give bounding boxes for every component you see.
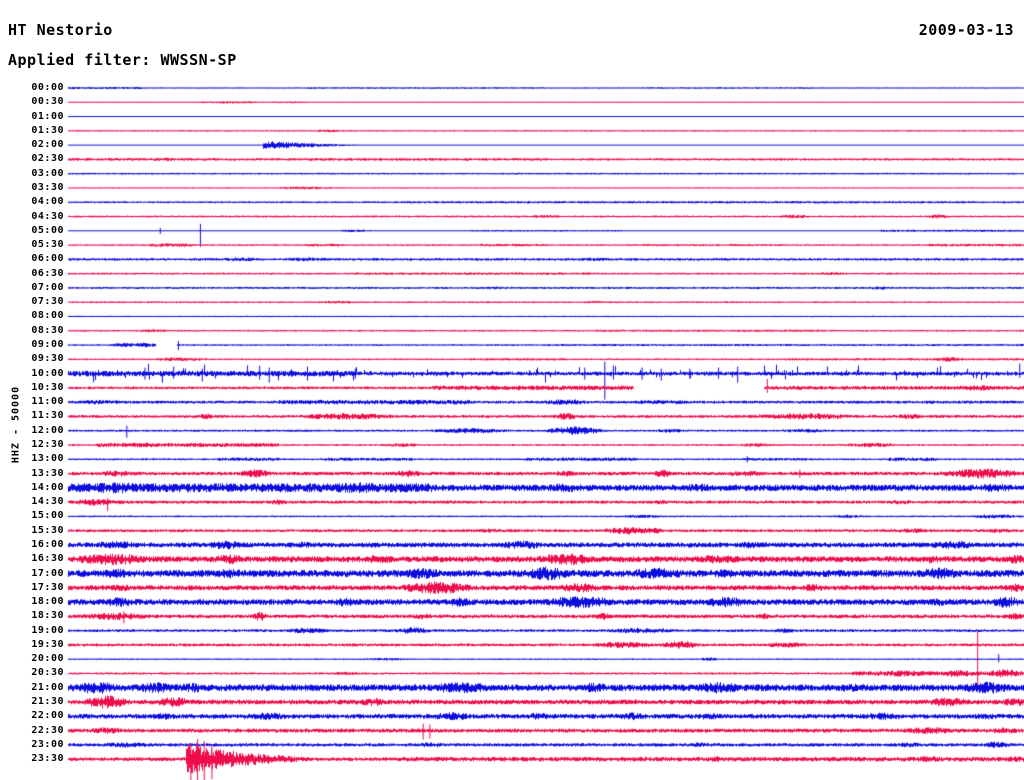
time-label: 05:30 [31, 239, 64, 251]
time-label: 09:00 [31, 339, 64, 351]
time-label: 17:00 [31, 567, 64, 579]
time-label: 16:00 [31, 538, 64, 550]
time-label: 19:00 [31, 624, 64, 636]
time-label: 11:30 [31, 410, 64, 422]
record-date: 2009-03-13 [918, 21, 1014, 39]
time-label: 09:30 [31, 353, 64, 365]
time-label: 05:00 [31, 224, 64, 236]
time-label: 20:00 [31, 653, 64, 665]
time-label: 08:00 [31, 310, 64, 322]
time-label: 18:00 [31, 596, 64, 608]
time-label: 02:30 [31, 153, 64, 165]
time-label: 07:30 [31, 296, 64, 308]
time-label: 07:00 [31, 281, 64, 293]
time-label: 15:30 [31, 524, 64, 536]
time-label: 06:00 [31, 253, 64, 265]
time-label: 22:00 [31, 710, 64, 722]
time-label: 15:00 [31, 510, 64, 522]
time-label: 18:30 [31, 610, 64, 622]
time-label: 01:30 [31, 124, 64, 136]
time-label: 21:30 [31, 696, 64, 708]
time-label: 12:30 [31, 439, 64, 450]
time-label: 19:30 [31, 638, 64, 650]
time-label: 01:00 [31, 110, 64, 122]
station-name: HT Nestorio [8, 21, 113, 39]
time-label: 13:30 [31, 467, 64, 479]
time-label: 22:30 [31, 724, 64, 736]
time-label: 13:00 [31, 453, 64, 465]
time-label: 00:30 [31, 96, 64, 108]
time-label: 06:30 [31, 267, 64, 279]
time-label: 14:30 [31, 496, 64, 508]
time-label: 20:30 [31, 667, 64, 679]
time-label: 21:00 [31, 681, 64, 693]
time-label: 03:00 [31, 167, 64, 179]
time-label: 16:30 [31, 553, 64, 565]
time-label: 03:30 [31, 181, 64, 193]
time-label: 11:00 [31, 396, 64, 408]
applied-filter-label: Applied filter: WWSSN-SP [8, 51, 237, 69]
time-label: 02:00 [31, 139, 64, 151]
time-label: 08:30 [31, 324, 64, 336]
time-label: 12:00 [31, 424, 64, 436]
time-label: 04:30 [31, 210, 64, 222]
time-label: 23:00 [31, 738, 64, 750]
time-label: 14:00 [31, 481, 64, 493]
time-label: 23:30 [31, 753, 64, 765]
time-label: 10:00 [31, 367, 64, 379]
time-label: 04:00 [31, 196, 64, 208]
time-label: 10:30 [31, 381, 64, 393]
time-label: 00:00 [31, 82, 64, 93]
time-label: 17:30 [31, 581, 64, 593]
